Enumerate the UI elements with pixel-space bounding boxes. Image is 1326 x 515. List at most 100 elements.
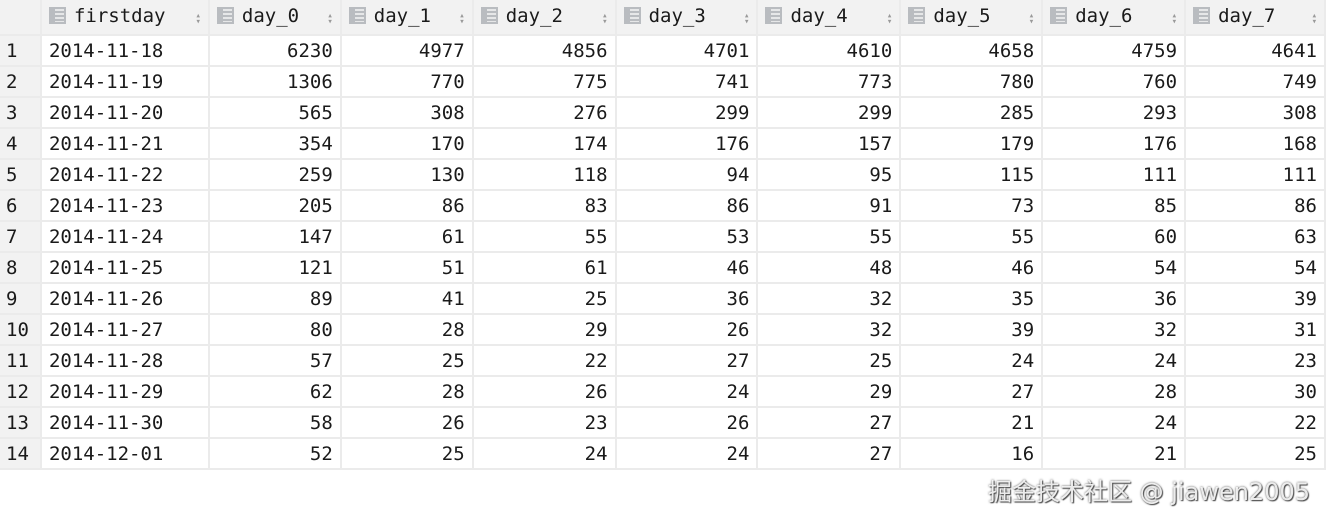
cell-day_7[interactable]: 30 [1185,376,1326,408]
cell-day_0[interactable]: 6230 [208,35,342,67]
cell-day_2[interactable]: 25 [472,283,617,315]
cell-day_4[interactable]: 48 [757,252,902,284]
sort-icon[interactable]: ▴ ▾ [1171,11,1178,27]
cell-day_0[interactable]: 1306 [208,66,342,98]
cell-day_6[interactable]: 24 [1042,345,1187,377]
cell-firstday[interactable]: 2014-11-24 [40,221,210,253]
cell-day_6[interactable]: 60 [1042,221,1187,253]
cell-day_2[interactable]: 276 [472,97,617,129]
sort-icon[interactable]: ▴ ▾ [744,11,750,27]
cell-day_4[interactable]: 91 [757,190,902,222]
cell-day_1[interactable]: 170 [340,128,474,160]
cell-day_4[interactable]: 55 [757,221,902,253]
cell-day_0[interactable]: 58 [208,407,342,439]
cell-day_0[interactable]: 147 [208,221,342,253]
cell-firstday[interactable]: 2014-11-25 [40,252,210,284]
cell-day_7[interactable]: 54 [1185,252,1326,284]
cell-firstday[interactable]: 2014-11-27 [40,314,210,346]
cell-firstday[interactable]: 2014-11-30 [40,407,210,439]
cell-day_4[interactable]: 4610 [757,35,902,67]
cell-day_3[interactable]: 86 [615,190,759,222]
cell-day_0[interactable]: 354 [208,128,342,160]
cell-day_1[interactable]: 25 [340,438,474,470]
sort-icon[interactable]: ▴ ▾ [459,11,465,27]
cell-day_4[interactable]: 773 [757,66,902,98]
cell-day_1[interactable]: 770 [340,66,474,98]
cell-day_1[interactable]: 130 [340,159,474,191]
cell-day_5[interactable]: 35 [900,283,1044,315]
sort-icon[interactable]: ▴ ▾ [1028,11,1035,27]
cell-day_7[interactable]: 749 [1185,66,1326,98]
column-header-day_0[interactable]: day_0 ▴ ▾ [208,0,342,36]
sort-icon[interactable]: ▴ ▾ [1311,11,1317,27]
sort-icon[interactable]: ▴ ▾ [195,11,201,27]
cell-day_3[interactable]: 176 [615,128,759,160]
cell-day_1[interactable]: 26 [340,407,474,439]
cell-day_0[interactable]: 62 [208,376,342,408]
cell-day_6[interactable]: 36 [1042,283,1187,315]
cell-day_5[interactable]: 179 [900,128,1044,160]
cell-day_2[interactable]: 775 [472,66,617,98]
cell-day_3[interactable]: 4701 [615,35,759,67]
cell-day_7[interactable]: 25 [1185,438,1326,470]
cell-day_7[interactable]: 31 [1185,314,1326,346]
cell-firstday[interactable]: 2014-11-22 [40,159,210,191]
cell-day_1[interactable]: 28 [340,314,474,346]
cell-day_6[interactable]: 21 [1042,438,1187,470]
column-header-day_4[interactable]: day_4 ▴ ▾ [757,0,902,36]
cell-day_3[interactable]: 94 [615,159,759,191]
column-header-day_7[interactable]: day_7 ▴ ▾ [1185,0,1326,36]
column-header-day_5[interactable]: day_5 ▴ ▾ [900,0,1044,36]
sort-icon[interactable]: ▴ ▾ [327,11,333,27]
cell-day_0[interactable]: 565 [208,97,342,129]
cell-day_2[interactable]: 4856 [472,35,617,67]
cell-day_6[interactable]: 32 [1042,314,1187,346]
cell-day_5[interactable]: 39 [900,314,1044,346]
cell-day_2[interactable]: 61 [472,252,617,284]
cell-day_1[interactable]: 4977 [340,35,474,67]
cell-firstday[interactable]: 2014-11-21 [40,128,210,160]
cell-firstday[interactable]: 2014-11-23 [40,190,210,222]
cell-day_4[interactable]: 95 [757,159,902,191]
cell-day_2[interactable]: 26 [472,376,617,408]
cell-day_3[interactable]: 27 [615,345,759,377]
cell-firstday[interactable]: 2014-11-20 [40,97,210,129]
cell-day_6[interactable]: 111 [1042,159,1187,191]
cell-day_7[interactable]: 86 [1185,190,1326,222]
cell-day_7[interactable]: 111 [1185,159,1326,191]
sort-icon[interactable]: ▴ ▾ [602,11,608,27]
cell-day_1[interactable]: 86 [340,190,474,222]
cell-day_2[interactable]: 23 [472,407,617,439]
cell-day_6[interactable]: 760 [1042,66,1187,98]
cell-day_6[interactable]: 176 [1042,128,1187,160]
cell-day_4[interactable]: 32 [757,314,902,346]
cell-day_7[interactable]: 4641 [1185,35,1326,67]
cell-firstday[interactable]: 2014-11-29 [40,376,210,408]
cell-day_1[interactable]: 41 [340,283,474,315]
cell-day_5[interactable]: 4658 [900,35,1044,67]
cell-day_2[interactable]: 174 [472,128,617,160]
cell-day_5[interactable]: 73 [900,190,1044,222]
cell-day_2[interactable]: 22 [472,345,617,377]
cell-day_6[interactable]: 54 [1042,252,1187,284]
cell-day_5[interactable]: 46 [900,252,1044,284]
cell-day_1[interactable]: 51 [340,252,474,284]
cell-firstday[interactable]: 2014-11-26 [40,283,210,315]
cell-day_7[interactable]: 63 [1185,221,1326,253]
column-header-day_3[interactable]: day_3 ▴ ▾ [615,0,759,36]
cell-day_5[interactable]: 24 [900,345,1044,377]
cell-day_6[interactable]: 293 [1042,97,1187,129]
cell-day_2[interactable]: 55 [472,221,617,253]
cell-day_6[interactable]: 4759 [1042,35,1187,67]
cell-day_0[interactable]: 89 [208,283,342,315]
column-header-firstday[interactable]: firstday ▴ ▾ [40,0,210,36]
cell-day_4[interactable]: 27 [757,407,902,439]
cell-firstday[interactable]: 2014-11-19 [40,66,210,98]
cell-day_0[interactable]: 121 [208,252,342,284]
cell-day_5[interactable]: 16 [900,438,1044,470]
cell-day_5[interactable]: 27 [900,376,1044,408]
cell-day_0[interactable]: 80 [208,314,342,346]
cell-firstday[interactable]: 2014-11-18 [40,35,210,67]
cell-day_2[interactable]: 24 [472,438,617,470]
cell-day_3[interactable]: 46 [615,252,759,284]
